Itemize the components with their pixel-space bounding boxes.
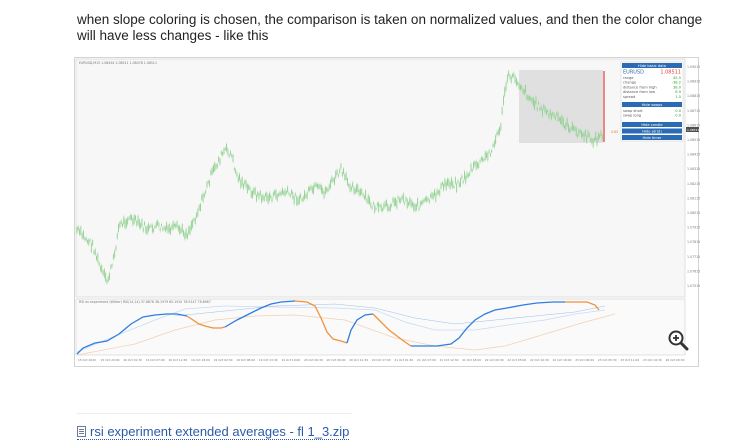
price-tick-label: 1.08015 — [687, 211, 700, 215]
price-tick-label: 1.07715 — [687, 255, 700, 259]
time-tick-label: 23 Oct 16:30 — [643, 358, 662, 362]
swap-row-label: swap short — [623, 109, 643, 113]
rsi-main-line-falling-1 — [186, 315, 226, 329]
price-axis: 1.090151.089151.088151.087151.086151.085… — [687, 65, 700, 288]
info-row-value: 45.5 — [673, 76, 681, 80]
price-tick-label: 1.08115 — [687, 196, 700, 200]
time-tick-label: 20 Oct 11:30 — [349, 358, 368, 362]
price-tick-label: 1.08715 — [687, 109, 700, 113]
svg-text:Hide atr(d): Hide atr(d) — [642, 129, 662, 133]
info-row-label: change — [623, 81, 637, 85]
hide-swaps-button[interactable] — [622, 102, 682, 107]
time-tick-label: 16 Oct 18:00 — [191, 358, 210, 362]
file-icon — [77, 426, 86, 437]
info-panel: Hide basic data EURUSD 1.08511 range 45.5… — [620, 61, 684, 142]
time-tick-label: 19 Oct 02:30 — [214, 358, 233, 362]
info-row-value: 6.9 — [675, 90, 681, 94]
time-tick-label: 22 Oct 10:30 — [530, 358, 549, 362]
price-tick-label: 1.08215 — [687, 182, 700, 186]
time-tick-label: 22 Oct 00:30 — [485, 358, 504, 362]
price-tick-label: 1.08815 — [687, 94, 700, 98]
info-price: 1.08511 — [660, 70, 681, 76]
price-tick-label: 1.07915 — [687, 226, 700, 230]
price-tick-label: 1.08615 — [687, 123, 700, 127]
rsi-main-line-rising-4 — [411, 301, 565, 347]
time-tick-label: 15 Oct 20:00 — [101, 358, 120, 362]
svg-text:Hide timer: Hide timer — [643, 136, 662, 140]
rsi-main-line-rising-3 — [346, 313, 374, 344]
time-tick-label: 23 Oct 05:30 — [598, 358, 617, 362]
time-tick-label: 21 Oct 07:00 — [417, 358, 436, 362]
svg-text:Hide swaps: Hide swaps — [642, 103, 663, 107]
swap-row-value: 0.0 — [675, 114, 681, 118]
rsi-faint-line-2 — [76, 313, 616, 356]
price-tick-label: 1.08515 — [687, 138, 700, 142]
rsi-main-line-rising-2 — [224, 300, 296, 328]
time-tick-label: 20 Oct 06:00 — [327, 358, 346, 362]
time-tick-label: 21 Oct 18:00 — [462, 358, 481, 362]
rsi-faint-line-1 — [76, 305, 606, 353]
time-tick-label: 20 Oct 00:30 — [304, 358, 323, 362]
info-row-label: spread — [623, 95, 635, 99]
attachment-link[interactable]: rsi experiment extended averages - fl 1_… — [77, 424, 350, 440]
info-row-label: distance from low — [623, 90, 655, 94]
zoom-in-icon[interactable] — [667, 329, 689, 351]
time-tick-label: 22 Oct 16:00 — [553, 358, 572, 362]
hide-basic-button[interactable] — [622, 63, 682, 68]
rsi-main-line-falling-4 — [565, 301, 600, 311]
svg-text:Hide basic data: Hide basic data — [638, 64, 666, 68]
time-axis: 15 Oct 2020 15 Oct 20:00 16 Oct 01:30 16 Oc… — [78, 358, 685, 362]
info-symbol: EURUSD — [623, 70, 644, 76]
price-tick-label: 1.09015 — [687, 65, 700, 69]
rsi-main-line-falling-3 — [372, 313, 412, 347]
level-label: 0.85 — [611, 130, 618, 134]
info-row-value: -38.2 — [672, 81, 681, 85]
time-tick-label: 15 Oct 2020 — [78, 358, 96, 362]
time-tick-label: 22 Oct 05:00 — [507, 358, 526, 362]
info-row-label: range — [623, 76, 634, 80]
svg-text:Hide candle: Hide candle — [641, 123, 663, 127]
rsi-faint-line-3 — [174, 303, 606, 325]
chart-header: EURUSD,M15 1.08494 1.08511 1.08478 1.085… — [79, 61, 157, 65]
time-tick-label: 16 Oct 07:00 — [146, 358, 165, 362]
time-tick-label: 19 Oct 08:00 — [236, 358, 255, 362]
price-tick-label: 1.07615 — [687, 269, 700, 273]
attachment-divider — [77, 413, 352, 414]
time-tick-label: 21 Oct 01:30 — [394, 358, 413, 362]
price-tick-label: 1.08915 — [687, 80, 700, 84]
info-row-value: 38.0 — [673, 85, 682, 89]
post-text: when slope coloring is chosen, the compa… — [77, 12, 703, 43]
price-tag — [686, 127, 699, 132]
hide-atr-button[interactable] — [622, 128, 682, 134]
time-tick-label: 23 Oct 00:00 — [575, 358, 594, 362]
time-tick-label: 16 Oct 12:30 — [168, 358, 187, 362]
indicator-title: RSI ex experiment (Wilder) RSI(14,14) 37… — [79, 300, 211, 304]
chart-screenshot: EURUSD,M15 1.08494 1.08511 1.08478 1.085… — [74, 57, 700, 367]
hide-timer-button[interactable] — [622, 135, 682, 140]
time-tick-label: 23 Oct 11:00 — [620, 358, 639, 362]
price-tag-label: 1.08511 — [687, 128, 699, 132]
price-tick-label: 1.08315 — [687, 167, 700, 171]
candle-series — [76, 69, 603, 285]
attachment-label[interactable]: rsi experiment extended averages - fl 1_… — [90, 424, 350, 439]
time-tick-label: 19 Oct 19:00 — [281, 358, 300, 362]
price-tick-label: 1.07815 — [687, 240, 700, 244]
price-tick-label: 1.07515 — [687, 284, 700, 288]
rsi-main-line-rising-1 — [76, 313, 188, 355]
highlight-box — [519, 70, 603, 143]
time-tick-label: 26 Oct 00:30 — [666, 358, 685, 362]
info-row-value: 1.5 — [675, 95, 681, 99]
indicator-pane — [75, 298, 686, 356]
time-tick-label: 19 Oct 13:30 — [259, 358, 278, 362]
swap-row-value: 0.0 — [675, 109, 681, 113]
swap-row-label: swap long — [623, 114, 641, 118]
time-tick-label: 16 Oct 01:30 — [123, 358, 142, 362]
price-tick-label: 1.08415 — [687, 153, 700, 157]
hide-candle-button[interactable] — [622, 122, 682, 127]
time-tick-label: 21 Oct 12:30 — [440, 358, 459, 362]
time-tick-label: 20 Oct 17:00 — [372, 358, 391, 362]
price-chart: EURUSD,M15 1.08494 1.08511 1.08478 1.085… — [75, 58, 700, 362]
info-row-label: distance from high — [623, 85, 657, 89]
rsi-main-line-falling-2 — [294, 300, 348, 344]
